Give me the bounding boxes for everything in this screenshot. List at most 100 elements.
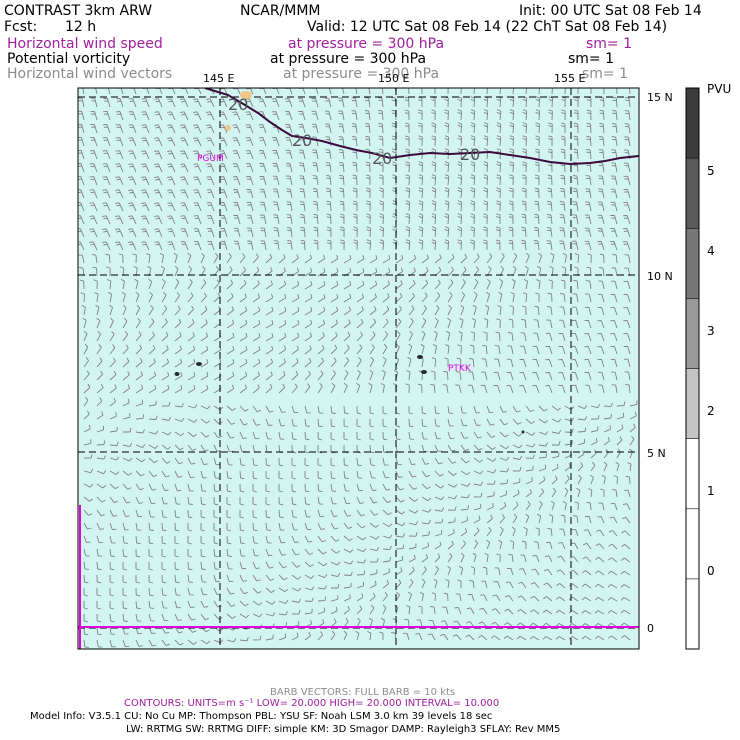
wind-barb (421, 578, 426, 589)
wind-barb (259, 201, 267, 212)
wind-barb (148, 509, 155, 518)
wind-barb (226, 384, 235, 394)
wind-barb (122, 331, 129, 342)
wind-barb (408, 431, 414, 440)
wind-barb (584, 333, 592, 342)
wind-barb (559, 240, 566, 251)
wind-barb (330, 254, 339, 264)
wind-barb (460, 528, 468, 537)
wind-barb (226, 561, 233, 570)
wind-barb (483, 239, 488, 250)
wind-barb (291, 471, 297, 480)
wind-barb (213, 510, 219, 519)
wind-barb (343, 369, 349, 381)
wind-barb (83, 424, 91, 433)
wind-barb (582, 556, 592, 563)
wind-barb (486, 405, 494, 414)
wind-barb (291, 496, 297, 506)
wind-barb (522, 135, 527, 147)
wind-barb (545, 359, 553, 368)
wind-barb (174, 470, 182, 478)
wind-barb (343, 509, 352, 517)
wind-barb (538, 500, 543, 511)
wind-barb (433, 330, 438, 342)
wind-barb (473, 405, 480, 414)
wind-barb (408, 521, 419, 526)
lon-label-155: 155 E (554, 72, 585, 85)
wind-barb (408, 591, 413, 602)
wind-barb (543, 596, 553, 602)
wind-barb (576, 487, 581, 498)
wind-barb (232, 176, 241, 186)
wind-barb (89, 176, 98, 186)
wind-barb (245, 137, 254, 147)
wind-barb (109, 548, 115, 557)
wind-barb (109, 330, 115, 342)
wind-barb (577, 450, 585, 459)
wind-barb (485, 291, 491, 303)
wind-barb (207, 240, 215, 251)
wind-barb (473, 291, 478, 303)
wind-barb (512, 466, 522, 472)
wind-barb (560, 135, 566, 147)
wind-barb (483, 122, 489, 134)
wind-barb (187, 600, 195, 608)
wind-barb (174, 265, 179, 277)
wind-barb (558, 372, 566, 381)
wind-barb (434, 507, 445, 512)
wind-barb (612, 109, 618, 121)
wind-barb (460, 253, 468, 264)
wind-barb (200, 305, 208, 316)
wind-barb (495, 331, 501, 342)
wind-barb (525, 477, 533, 485)
wind-barb (259, 162, 267, 173)
wind-barb (352, 174, 358, 186)
wind-barb (278, 358, 286, 368)
wind-barb (512, 444, 523, 449)
wind-barb (594, 583, 605, 589)
wind-barb (356, 581, 365, 589)
wind-barb (597, 358, 605, 368)
wind-barb (78, 254, 85, 264)
wind-barb (538, 431, 549, 436)
wind-barb (620, 597, 631, 602)
wind-barb (265, 484, 271, 493)
wind-barb (590, 403, 601, 409)
wind-barb (330, 332, 338, 342)
wind-barb (102, 137, 111, 147)
wind-barb (408, 457, 416, 465)
wind-barb (343, 582, 352, 589)
wind-barb (187, 587, 194, 596)
wind-barb (455, 593, 462, 602)
wind-barb (421, 279, 429, 290)
wind-barb (418, 605, 423, 614)
colorbar-cell (686, 298, 699, 369)
wind-barb (213, 548, 219, 558)
wind-barb (499, 456, 510, 461)
wind-barb (382, 496, 392, 504)
wind-barb (187, 252, 192, 264)
wind-barb (339, 174, 345, 186)
wind-barb (313, 213, 319, 225)
wind-barb (408, 509, 419, 514)
wind-barb (508, 318, 514, 329)
wind-barb (122, 561, 128, 571)
wind-barb (356, 509, 365, 517)
wind-barb (330, 630, 336, 641)
wind-barb (545, 345, 553, 355)
wind-barb (627, 462, 632, 472)
wind-barb (134, 278, 139, 290)
lon-label-150: 150 E (378, 72, 409, 85)
wind-barb (122, 639, 130, 648)
wind-barbs (78, 88, 638, 648)
wind-barb (123, 427, 132, 433)
wind-barb (83, 383, 91, 394)
wind-barb (613, 475, 618, 485)
wind-barb (174, 600, 181, 609)
wind-barb (219, 202, 228, 212)
wind-barb (252, 319, 261, 329)
wind-barb (546, 306, 553, 316)
wind-barb (317, 319, 326, 329)
wind-barb (559, 214, 566, 225)
wind-barb (132, 253, 137, 264)
